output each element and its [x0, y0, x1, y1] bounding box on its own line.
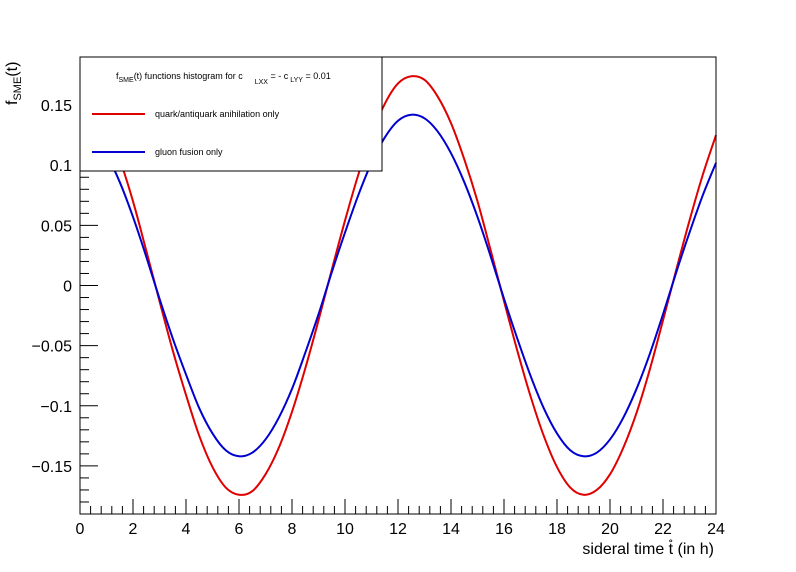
- y-axis-title-main: f: [4, 100, 21, 105]
- y-tick-label: −0.05: [32, 339, 73, 356]
- legend-header-mid: (t) functions histogram for c: [134, 71, 244, 81]
- x-tick-label: 2: [129, 521, 138, 538]
- series-line-0: [79, 75, 717, 496]
- y-tick-label: 0.15: [41, 98, 72, 115]
- legend-header-end: = 0.01: [303, 71, 331, 81]
- legend-header-pre: f: [116, 71, 119, 81]
- legend-header-sub2: LXX: [255, 79, 269, 86]
- y-tick-label: 0.1: [50, 158, 72, 175]
- legend: fSME(t) functions histogram for c LXX = -…: [79, 56, 383, 172]
- x-tick-label: 8: [288, 521, 297, 538]
- x-tick-label: 14: [442, 521, 460, 538]
- y-axis-title: fSME(t): [4, 62, 24, 105]
- y-tick-label: 0.05: [41, 218, 72, 235]
- series-line-1: [79, 113, 717, 458]
- y-tick-label: 0: [63, 279, 72, 296]
- x-tick-label: 10: [336, 521, 354, 538]
- x-axis-title: sideral time t̊ (in h): [582, 539, 714, 558]
- y-tick-label: −0.15: [32, 459, 73, 476]
- x-tick-label: 12: [389, 521, 407, 538]
- legend-header-sub1: SME: [119, 77, 135, 84]
- x-tick-label: 24: [707, 521, 725, 538]
- x-tick-label: 0: [76, 521, 85, 538]
- y-axis-title-sub: SME: [12, 77, 24, 101]
- svg-text:fSME(t): fSME(t): [4, 62, 24, 105]
- x-tick-label: 16: [495, 521, 513, 538]
- legend-label-gluon: gluon fusion only: [155, 147, 223, 157]
- y-tick-label: −0.1: [40, 399, 72, 416]
- x-axis: 0 2 4 6 8 10 12 14 16 18 20 22 24: [76, 499, 725, 538]
- series-layer: [79, 75, 717, 496]
- x-tick-label: 6: [235, 521, 244, 538]
- y-axis-title-tail: (t): [4, 62, 21, 77]
- x-tick-label: 20: [601, 521, 619, 538]
- x-tick-label: 4: [182, 521, 191, 538]
- legend-label-quark: quark/antiquark anihilation only: [155, 109, 280, 119]
- legend-header-mid2: = - c: [268, 71, 289, 81]
- x-tick-label: 22: [654, 521, 672, 538]
- legend-header-sub3: LYY: [290, 77, 303, 84]
- legend-header: fSME(t) functions histogram for c LXX = -…: [116, 71, 331, 86]
- x-tick-label: 18: [548, 521, 566, 538]
